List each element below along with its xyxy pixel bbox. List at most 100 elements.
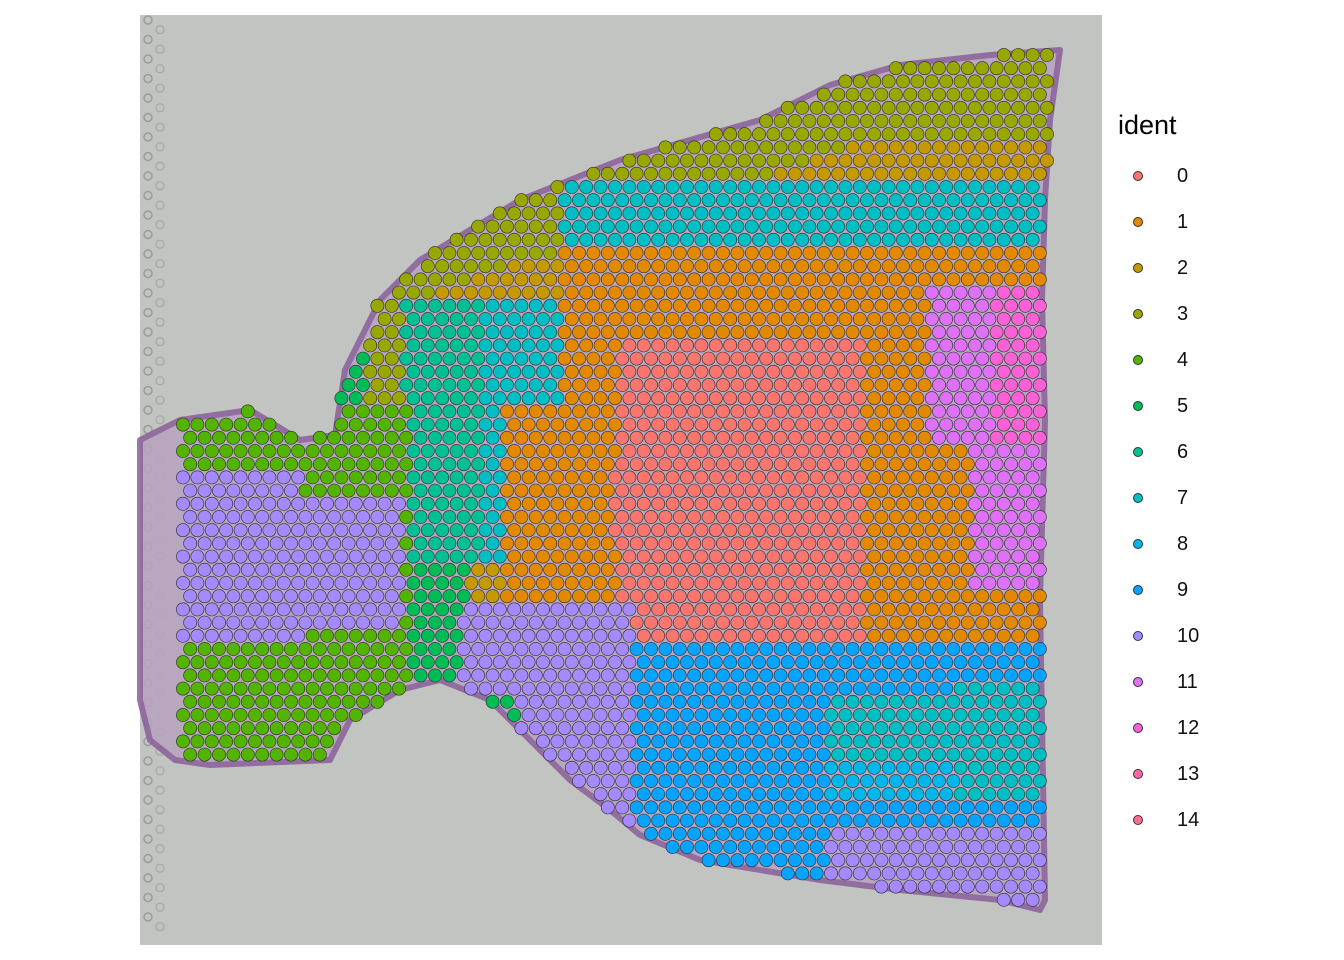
- spot-cluster-7: [860, 721, 874, 736]
- spot-cluster-1: [860, 351, 874, 366]
- spot-cluster-1: [932, 510, 946, 524]
- spot-cluster-6: [471, 483, 486, 498]
- spot-cluster-7: [896, 734, 910, 749]
- spot-cluster-12: [996, 285, 1011, 300]
- fiducial-dot: [143, 229, 153, 240]
- spot-cluster-7: [543, 351, 558, 366]
- spot-cluster-6: [428, 298, 442, 313]
- spot-cluster-6: [456, 510, 471, 524]
- spot-cluster-6: [420, 312, 435, 326]
- spot-cluster-10: [521, 708, 536, 722]
- spot-cluster-2: [492, 576, 507, 590]
- spot-cluster-7: [492, 417, 507, 432]
- spot-cluster-0: [795, 576, 810, 590]
- spot-cluster-4: [204, 708, 219, 722]
- spot-cluster-0: [687, 562, 702, 577]
- spot-cluster-1: [867, 470, 882, 485]
- spot-cluster-10: [982, 840, 997, 854]
- spot-cluster-0: [809, 628, 824, 643]
- spot-cluster-7: [867, 734, 882, 749]
- spot-cluster-4: [305, 708, 320, 722]
- spot-cluster-1: [953, 523, 968, 538]
- spot-cluster-4: [219, 734, 234, 749]
- spot-cluster-8: [831, 774, 846, 788]
- spot-cluster-3: [903, 87, 918, 102]
- spot-cluster-7: [896, 180, 910, 194]
- spot-cluster-7: [924, 708, 939, 722]
- spot-cluster-0: [680, 549, 694, 564]
- spot-cluster-6: [442, 536, 457, 551]
- spot-cluster-7: [968, 180, 982, 194]
- spot-cluster-7: [644, 219, 658, 234]
- spot-cluster-9: [881, 681, 896, 696]
- spot-cluster-9: [723, 840, 738, 854]
- spot-cluster-1: [824, 312, 838, 326]
- spot-cluster-9: [773, 853, 788, 868]
- spot-cluster-7: [492, 549, 507, 564]
- spot-cluster-6: [456, 298, 471, 313]
- spot-cluster-1: [881, 312, 896, 326]
- spot-cluster-9: [644, 642, 658, 656]
- spot-cluster-6: [406, 364, 421, 379]
- spot-cluster-11: [975, 562, 990, 577]
- spot-cluster-2: [831, 166, 846, 181]
- spot-cluster-10: [888, 853, 903, 868]
- spot-cluster-1: [528, 510, 543, 524]
- spot-cluster-7: [824, 708, 838, 722]
- spot-cluster-7: [485, 351, 500, 366]
- spot-cluster-6: [428, 536, 442, 551]
- spot-cluster-9: [680, 681, 694, 696]
- spot-cluster-0: [780, 549, 795, 564]
- spot-cluster-11: [1018, 483, 1033, 498]
- spot-cluster-9: [845, 668, 860, 683]
- spot-cluster-3: [392, 338, 406, 353]
- spot-cluster-1: [1025, 602, 1040, 617]
- spot-cluster-7: [492, 391, 507, 406]
- spot-cluster-10: [276, 496, 291, 511]
- spot-cluster-0: [809, 496, 824, 511]
- spot-cluster-1: [989, 615, 1004, 630]
- spot-cluster-1: [550, 470, 565, 485]
- spot-cluster-1: [924, 628, 939, 643]
- spot-cluster-3: [550, 206, 565, 221]
- spot-cluster-6: [471, 404, 486, 419]
- spot-cluster-1: [881, 496, 896, 511]
- spot-cluster-10: [514, 721, 529, 736]
- spot-cluster-9: [636, 760, 651, 775]
- spot-cluster-9: [809, 813, 824, 828]
- spot-cluster-8: [852, 760, 867, 775]
- spot-cluster-7: [946, 193, 961, 208]
- spot-cluster-8: [838, 787, 853, 802]
- spot-cluster-10: [212, 510, 226, 524]
- spot-cluster-0: [723, 338, 738, 353]
- spot-cluster-10: [255, 562, 270, 577]
- spot-cluster-11: [975, 325, 990, 340]
- spot-cluster-7: [932, 193, 946, 208]
- spot-cluster-1: [874, 404, 889, 419]
- spot-cluster-10: [896, 866, 910, 881]
- spot-cluster-12: [1018, 351, 1033, 366]
- legend-key: [1115, 199, 1161, 245]
- spot-cluster-3: [456, 272, 471, 287]
- spot-cluster-10: [528, 668, 543, 683]
- spot-cluster-10: [924, 866, 939, 881]
- spot-cluster-0: [644, 562, 658, 577]
- spot-cluster-7: [960, 193, 975, 208]
- spot-cluster-7: [831, 721, 846, 736]
- spot-cluster-1: [881, 444, 896, 458]
- spot-cluster-10: [478, 628, 493, 643]
- spot-cluster-0: [788, 404, 802, 419]
- spot-cluster-0: [723, 523, 738, 538]
- spot-cluster-9: [716, 747, 730, 762]
- spot-cluster-7: [960, 721, 975, 736]
- spot-cluster-10: [536, 628, 550, 643]
- spot-cluster-10: [197, 589, 212, 604]
- spot-cluster-1: [687, 272, 702, 287]
- spot-cluster-9: [766, 813, 781, 828]
- spot-cluster-0: [752, 602, 766, 617]
- spot-cluster-9: [701, 642, 716, 656]
- spot-cluster-10: [939, 840, 954, 854]
- spot-cluster-7: [672, 193, 687, 208]
- spot-cluster-7: [888, 747, 903, 762]
- spot-cluster-8: [924, 760, 939, 775]
